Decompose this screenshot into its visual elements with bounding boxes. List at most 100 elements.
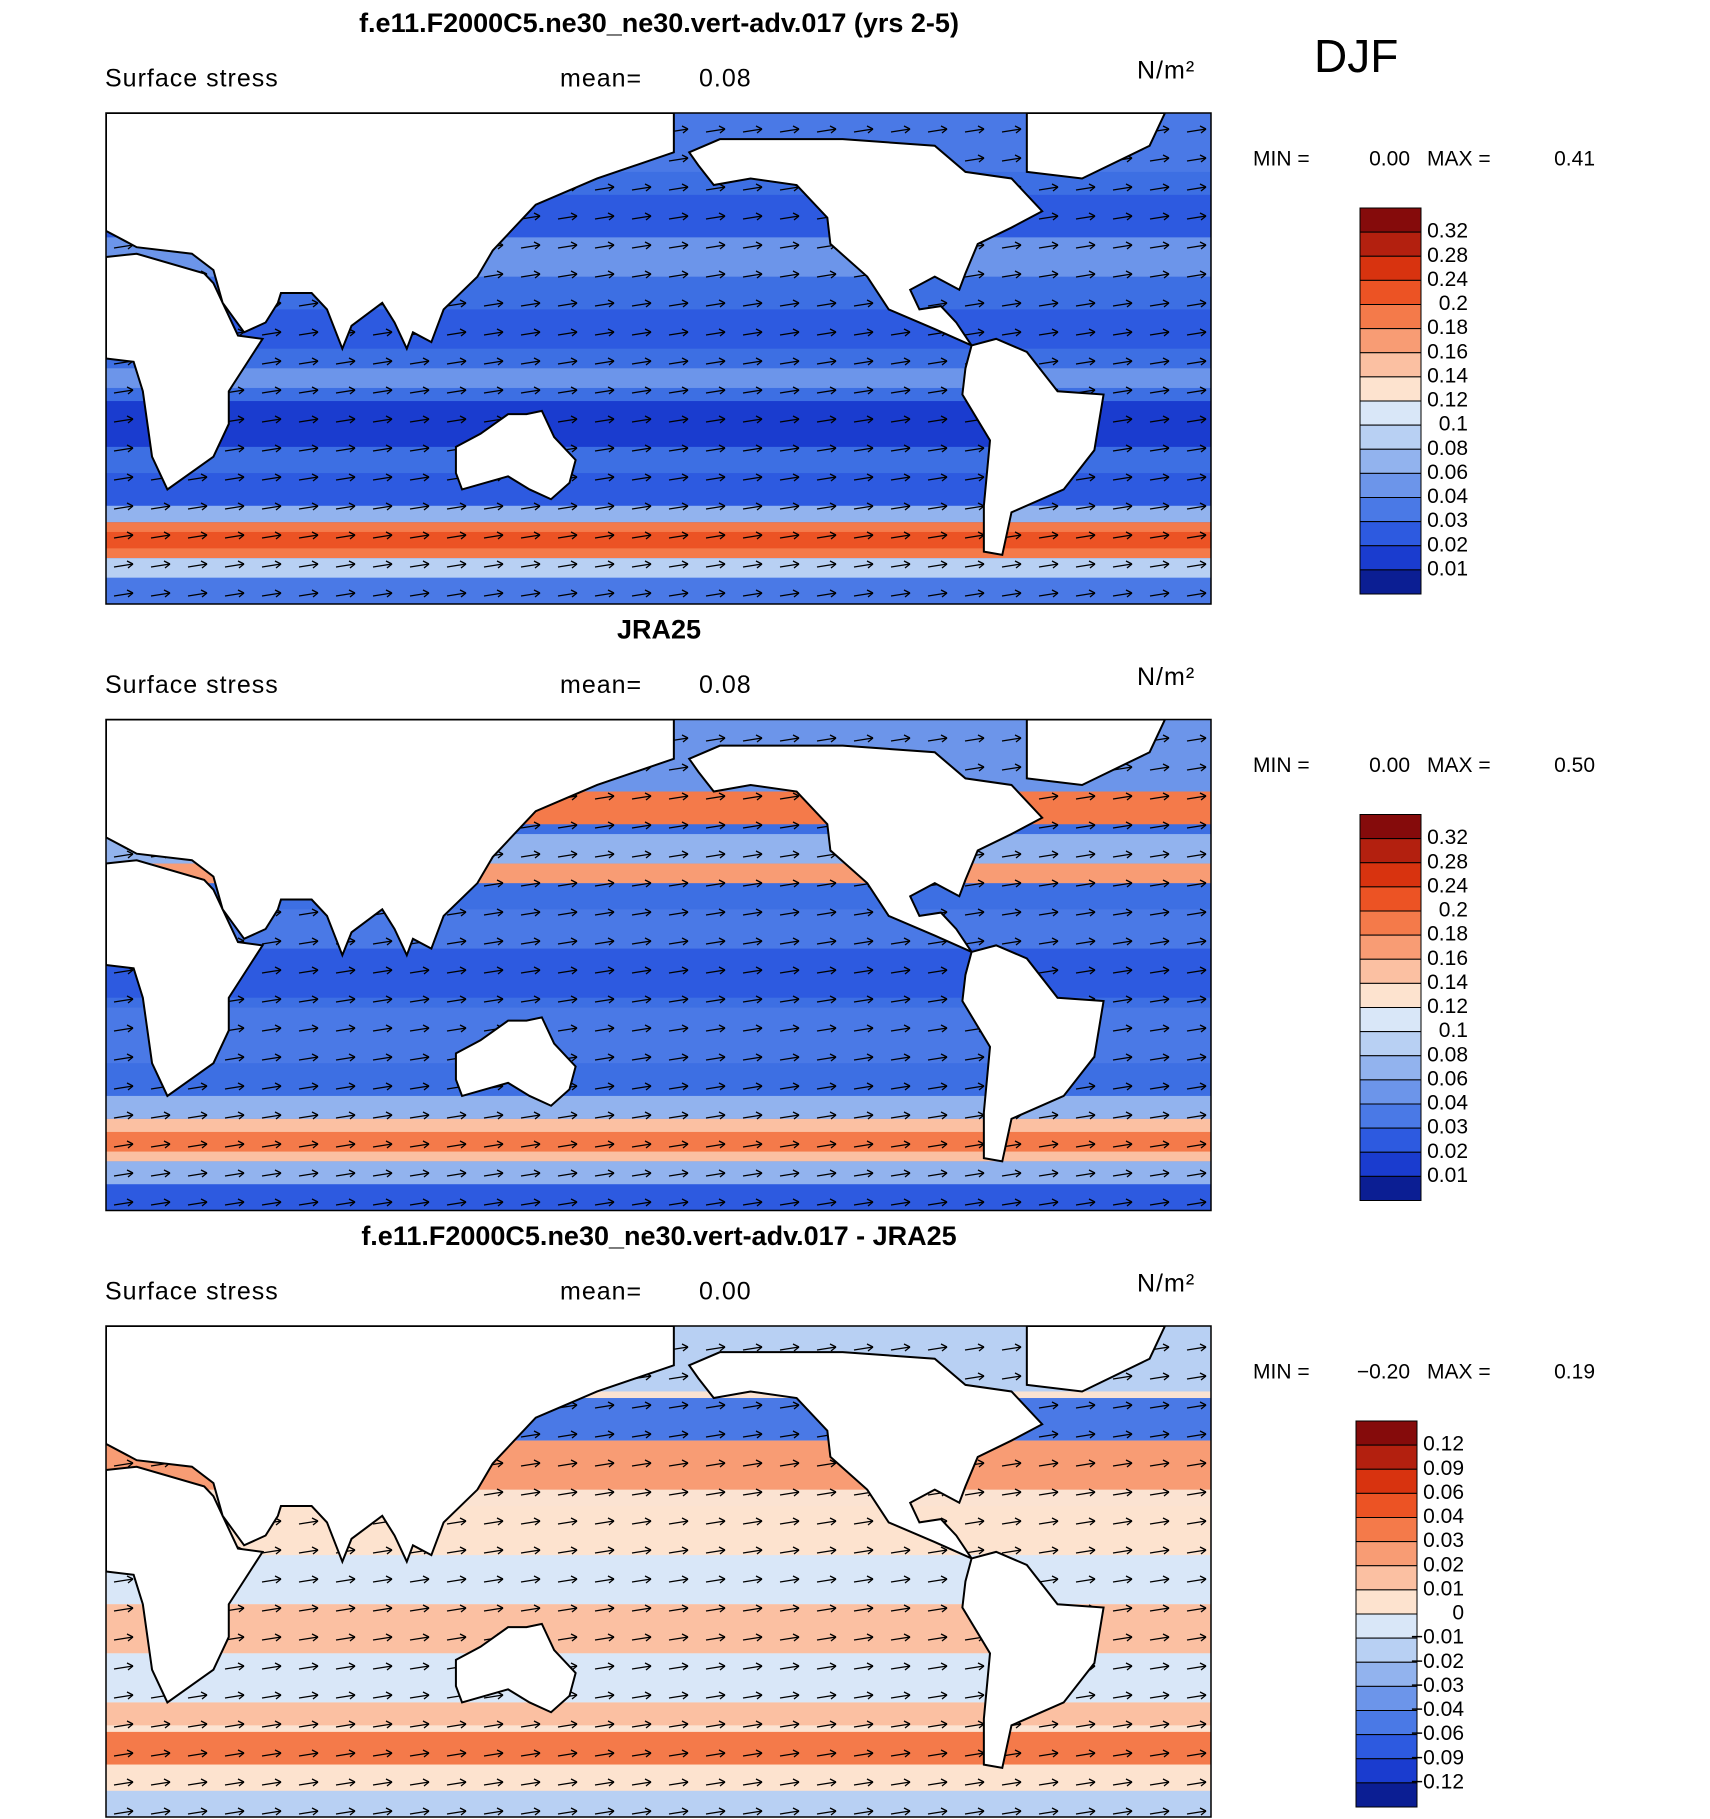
map bbox=[106, 719, 1211, 1211]
colorbar-box bbox=[1355, 1444, 1418, 1470]
map-frame bbox=[105, 112, 1212, 605]
colorbar-box bbox=[1355, 1710, 1418, 1736]
mean-value: 0.08 bbox=[699, 65, 752, 93]
continent bbox=[106, 252, 265, 491]
colorbar-label: −0.12 bbox=[1411, 1770, 1464, 1793]
colorbar-box bbox=[1359, 376, 1422, 402]
continent bbox=[454, 409, 577, 501]
min-label: MIN = bbox=[1253, 1361, 1310, 1384]
max-label: MAX = bbox=[1427, 754, 1491, 777]
colorbar-box bbox=[1359, 1079, 1422, 1105]
mean-label: mean= bbox=[560, 65, 642, 93]
colorbar-label: 0.03 bbox=[1423, 1529, 1464, 1552]
colorbar-box bbox=[1359, 910, 1422, 936]
colorbar-label: −0.09 bbox=[1411, 1746, 1464, 1769]
colorbar-label: 0.28 bbox=[1427, 850, 1468, 873]
map-frame bbox=[105, 1325, 1212, 1818]
colorbar-label: −0.04 bbox=[1411, 1698, 1464, 1721]
panel-title: f.e11.F2000C5.ne30_ne30.vert-adv.017 - J… bbox=[361, 1221, 956, 1251]
colorbar-label: 0.1 bbox=[1439, 1019, 1468, 1042]
panel: f.e11.F2000C5.ne30_ne30.vert-adv.017 - J… bbox=[105, 1221, 1595, 1818]
colorbar-label: 0.08 bbox=[1427, 1043, 1468, 1066]
colorbar-label: 0.04 bbox=[1427, 1092, 1468, 1115]
colorbar-box bbox=[1359, 934, 1422, 960]
colorbar-box bbox=[1359, 982, 1422, 1008]
colorbar-label: 0.18 bbox=[1427, 923, 1468, 946]
colorbar-box bbox=[1355, 1637, 1418, 1663]
colorbar-label: 0.14 bbox=[1427, 971, 1468, 994]
max-label: MAX = bbox=[1427, 148, 1491, 171]
colorbar-label: 0.16 bbox=[1427, 340, 1468, 363]
colorbar-box bbox=[1359, 328, 1422, 354]
colorbar-box bbox=[1359, 497, 1422, 523]
units-label: N/m² bbox=[1137, 1270, 1195, 1298]
colorbar-label: 0.16 bbox=[1427, 947, 1468, 970]
continent bbox=[106, 1465, 265, 1704]
continent bbox=[1025, 719, 1167, 786]
colorbar-box bbox=[1359, 352, 1422, 378]
colorbar-box bbox=[1359, 838, 1422, 864]
colorbar-label: 0.12 bbox=[1423, 1433, 1464, 1456]
colorbar-box bbox=[1355, 1517, 1418, 1543]
map bbox=[106, 1326, 1211, 1817]
colorbar-box bbox=[1359, 424, 1422, 450]
colorbar-label: 0.02 bbox=[1427, 1140, 1468, 1163]
mean-value: 0.00 bbox=[699, 1278, 752, 1306]
colorbar-box bbox=[1359, 1151, 1422, 1177]
colorbar-label: 0.18 bbox=[1427, 316, 1468, 339]
colorbar-box bbox=[1355, 1758, 1418, 1784]
colorbar-label: 0.03 bbox=[1427, 509, 1468, 532]
colorbar-label: −0.02 bbox=[1411, 1650, 1464, 1673]
panel: JRA25 Surface stress mean= 0.08 N/m² MIN = 0.0… bbox=[105, 615, 1595, 1212]
colorbar-label: 0.01 bbox=[1427, 557, 1468, 580]
min-value: 0.00 bbox=[1369, 148, 1410, 171]
colorbar-label: 0.09 bbox=[1423, 1457, 1464, 1480]
map-frame bbox=[105, 718, 1212, 1212]
colorbar-label: 0.24 bbox=[1427, 874, 1468, 897]
colorbar-label: 0.14 bbox=[1427, 364, 1468, 387]
continent bbox=[687, 138, 1044, 348]
map bbox=[106, 113, 1211, 604]
colorbar-box bbox=[1359, 231, 1422, 257]
colorbar-label: −0.01 bbox=[1411, 1626, 1464, 1649]
max-value: 0.50 bbox=[1554, 754, 1595, 777]
colorbar-label: 0.08 bbox=[1427, 437, 1468, 460]
colorbar-label: 0.2 bbox=[1439, 292, 1468, 315]
colorbar-box bbox=[1359, 1103, 1422, 1129]
colorbar-label: 0.12 bbox=[1427, 389, 1468, 412]
colorbar-box bbox=[1359, 1175, 1422, 1201]
colorbar-box bbox=[1355, 1541, 1418, 1567]
continent bbox=[961, 944, 1105, 1163]
colorbar-label: 0.03 bbox=[1427, 1116, 1468, 1139]
min-label: MIN = bbox=[1253, 148, 1310, 171]
colorbar-label: 0.01 bbox=[1423, 1577, 1464, 1600]
min-value: 0.00 bbox=[1369, 754, 1410, 777]
continent bbox=[106, 1326, 675, 1565]
continent bbox=[961, 337, 1105, 557]
colorbar-label: −0.03 bbox=[1411, 1674, 1464, 1697]
colorbar-label: 0.28 bbox=[1427, 244, 1468, 267]
units-label: N/m² bbox=[1137, 663, 1195, 691]
colorbar-box bbox=[1355, 1589, 1418, 1615]
panel: f.e11.F2000C5.ne30_ne30.vert-adv.017 (yr… bbox=[105, 8, 1595, 605]
continent bbox=[1025, 1326, 1167, 1393]
colorbar-label: 0.1 bbox=[1439, 413, 1468, 436]
colorbar-box bbox=[1359, 862, 1422, 888]
colorbar-box bbox=[1359, 304, 1422, 330]
mean-value: 0.08 bbox=[699, 671, 752, 699]
colorbar-label: 0.12 bbox=[1427, 995, 1468, 1018]
continent bbox=[687, 1351, 1044, 1561]
colorbar-box bbox=[1359, 545, 1422, 571]
colorbar-box bbox=[1355, 1468, 1418, 1494]
colorbar-box bbox=[1359, 569, 1422, 595]
min-value: −0.20 bbox=[1357, 1361, 1410, 1384]
colorbar-box bbox=[1355, 1492, 1418, 1518]
continent bbox=[687, 744, 1044, 955]
colorbar-box bbox=[1359, 521, 1422, 547]
colorbar-label: 0.02 bbox=[1423, 1553, 1464, 1576]
colorbar-label: 0.06 bbox=[1423, 1481, 1464, 1504]
panel-title: JRA25 bbox=[617, 615, 701, 645]
colorbar-label: 0 bbox=[1452, 1602, 1464, 1625]
